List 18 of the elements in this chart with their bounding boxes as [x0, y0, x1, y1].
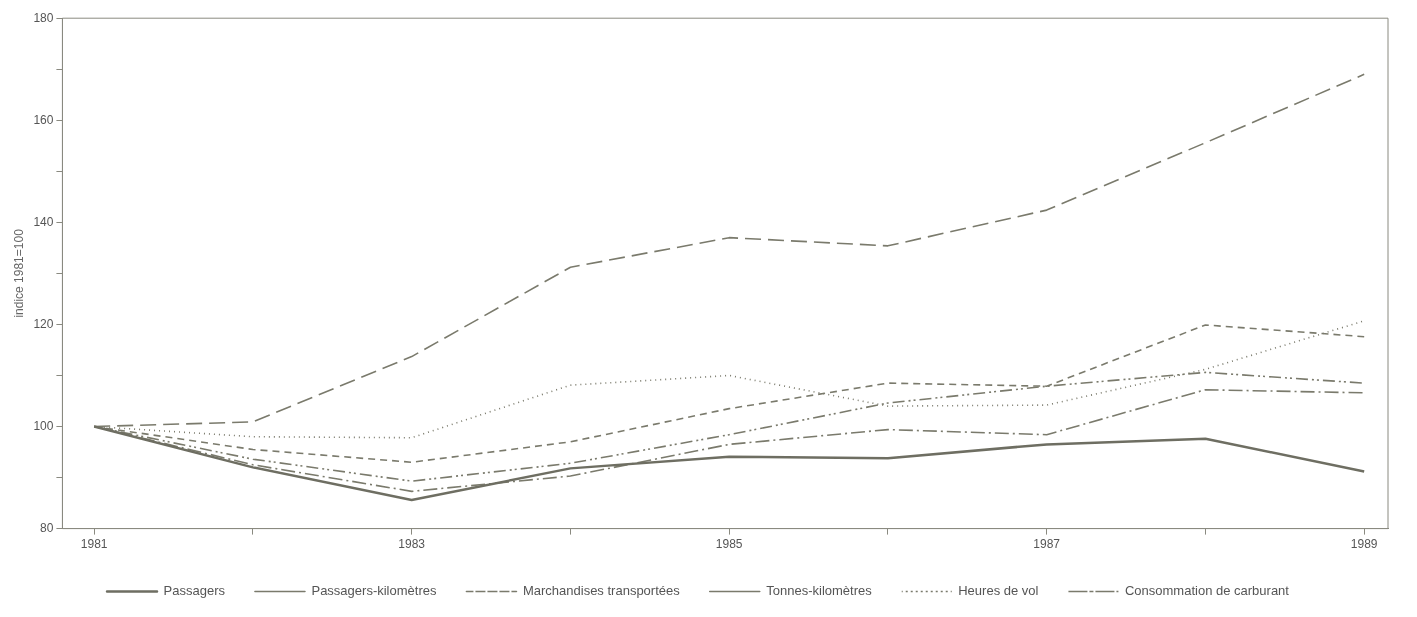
legend-label: Passagers: [163, 583, 226, 599]
x-tick-label: 1981: [80, 537, 108, 552]
y-tick-label: 80: [40, 520, 54, 535]
legend-label: Passagers-kilomètres: [311, 583, 437, 599]
y-tick-label: 100: [33, 418, 54, 433]
x-tick-label: 1983: [398, 537, 426, 552]
legend-label: Marchandises transportées: [522, 583, 681, 599]
legend-label: Consommation de carburant: [1124, 583, 1290, 599]
legend-label: Heures de vol: [958, 583, 1039, 599]
y-tick-label: 160: [33, 112, 54, 127]
y-tick-label: 140: [33, 214, 54, 229]
x-tick-label: 1985: [715, 537, 743, 552]
x-tick-label: 1989: [1350, 537, 1378, 552]
y-tick-label: 180: [33, 10, 54, 25]
y-tick-label: 120: [33, 316, 54, 331]
x-tick-label: 1987: [1033, 537, 1061, 552]
y-axis-title: indice 1981=100: [11, 228, 26, 318]
legend-label: Tonnes-kilomètres: [766, 583, 873, 599]
